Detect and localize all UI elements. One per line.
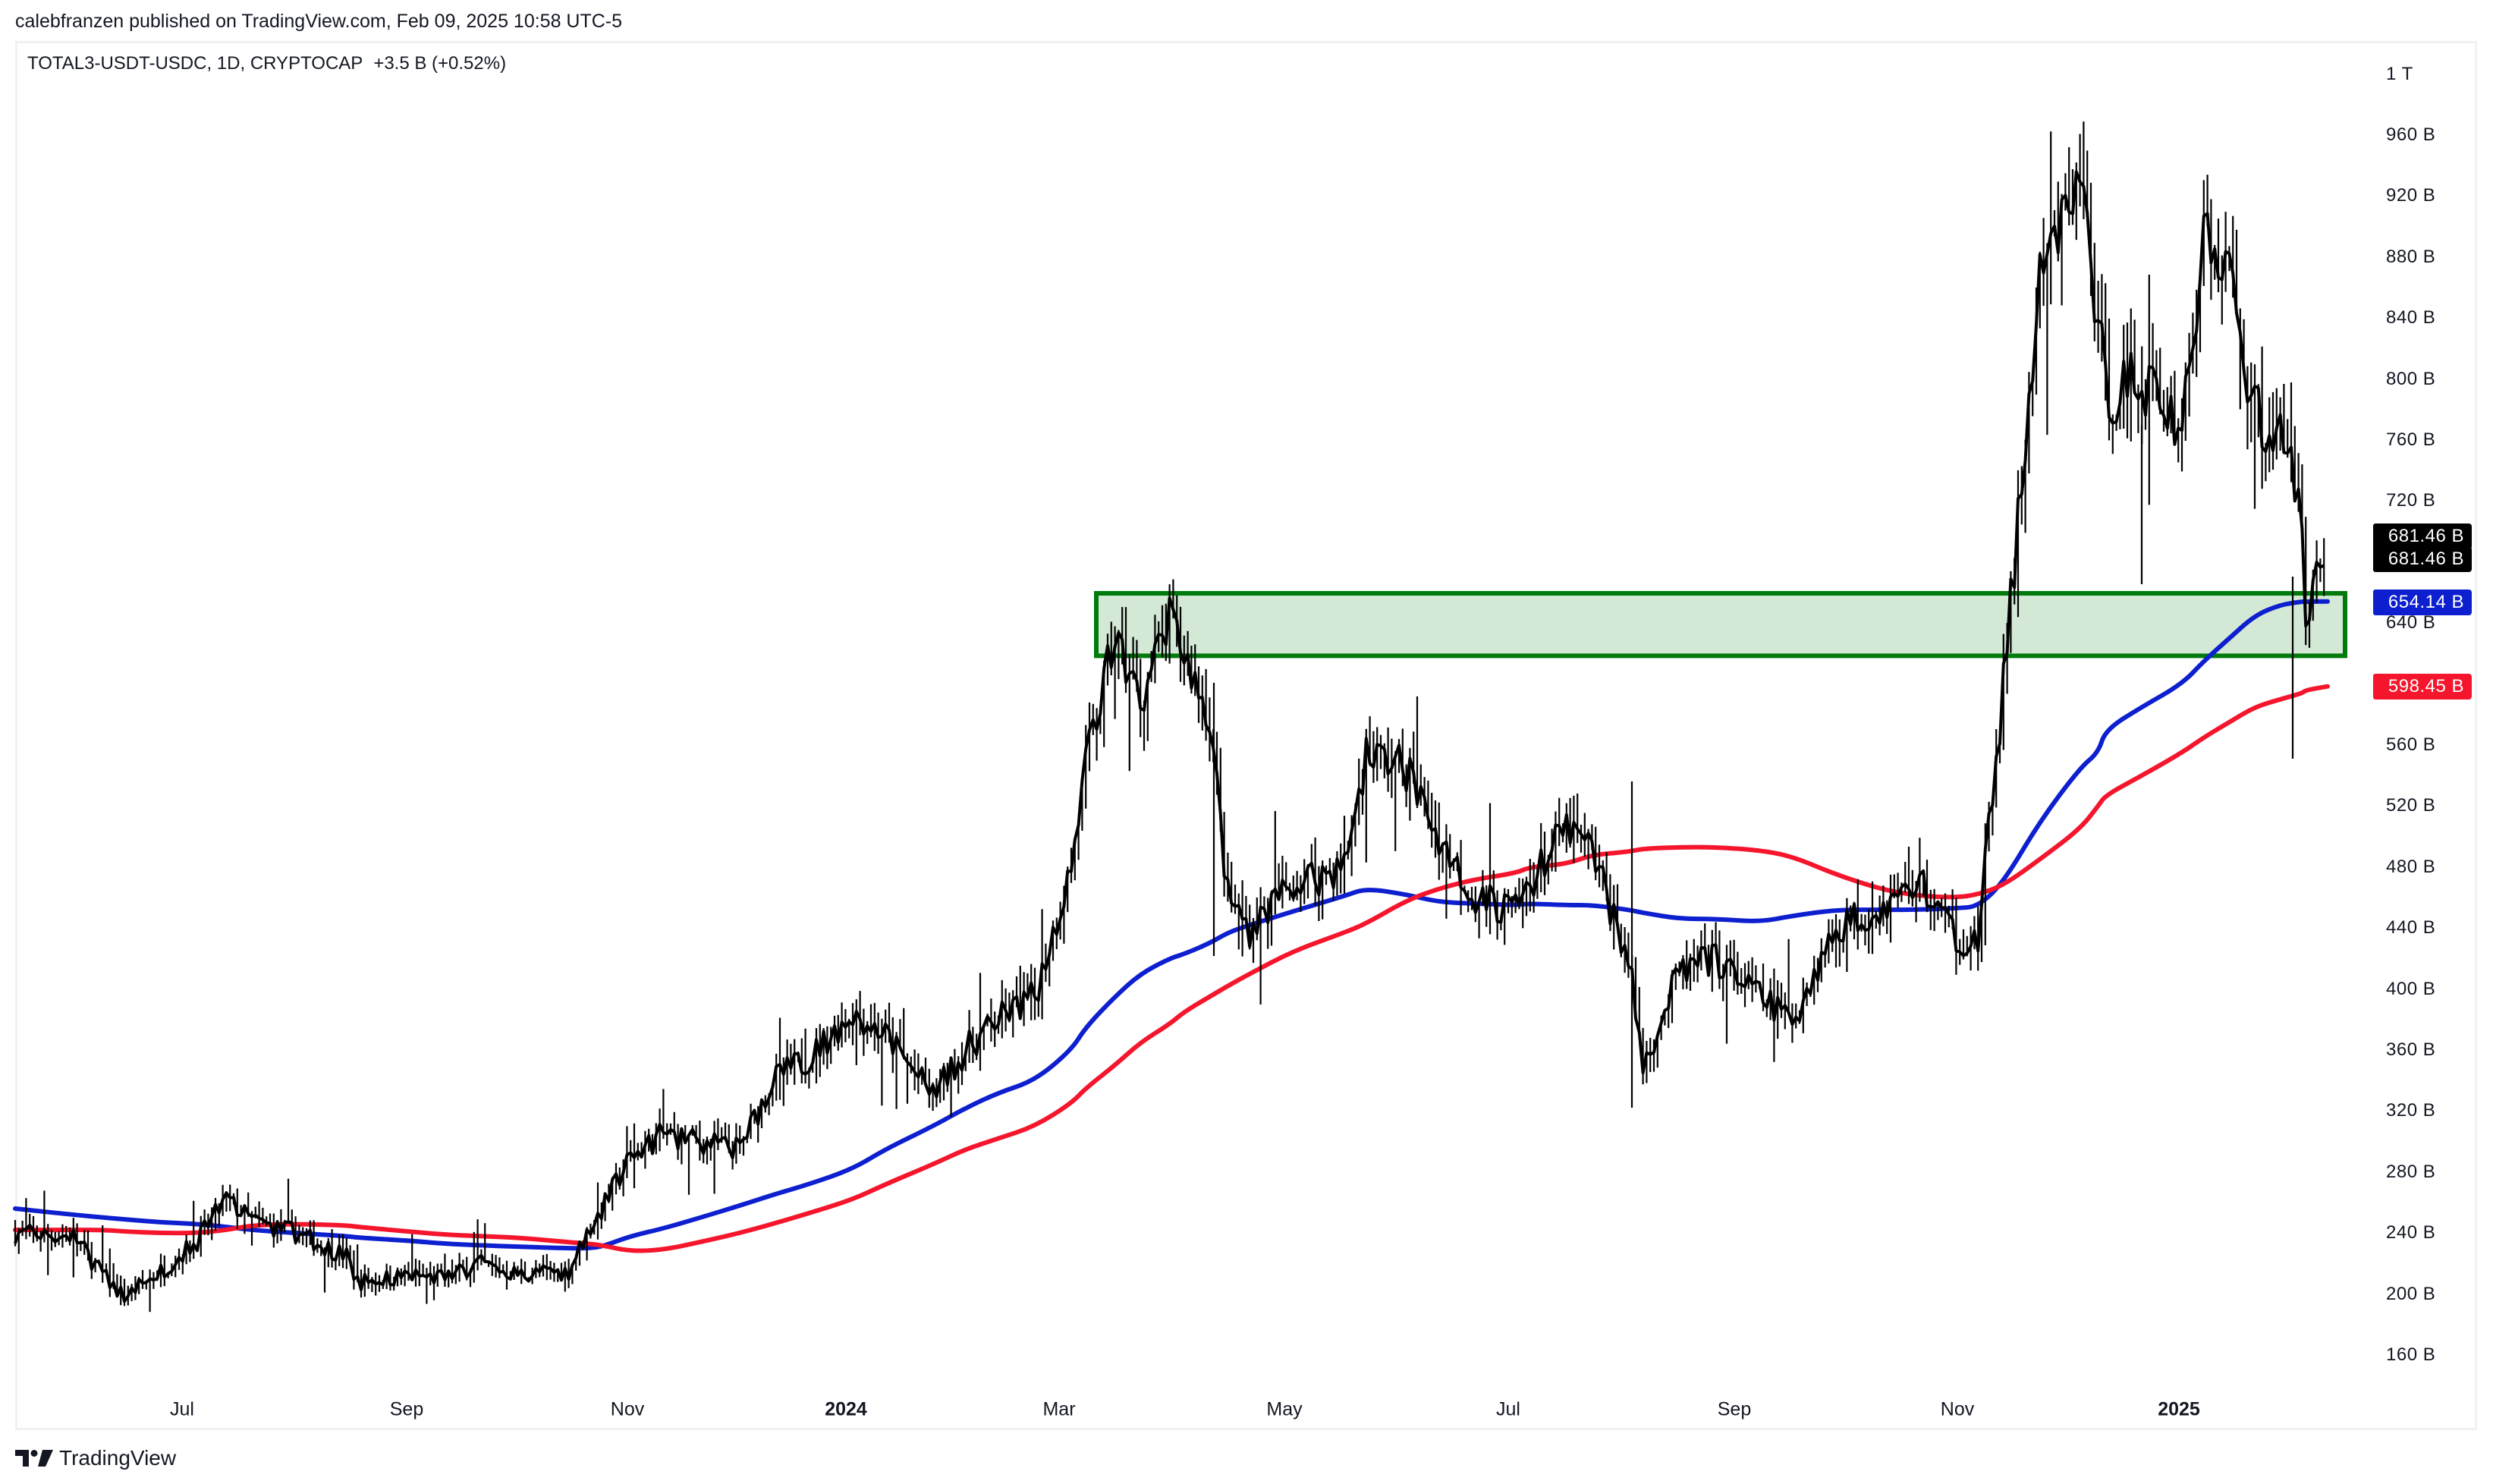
moving-average-blue-line[interactable] <box>13 599 2330 1251</box>
symbol-change: +3.5 B (+0.52%) <box>373 53 507 74</box>
last-high-price-label: 681.46 B <box>2373 523 2472 549</box>
time-axis-label: Mar <box>1042 1398 1076 1420</box>
price-axis-tick: 200 B <box>2386 1283 2436 1304</box>
tradingview-brand: TradingView <box>59 1446 177 1470</box>
tradingview-logo[interactable]: TradingView <box>15 1446 176 1470</box>
price-axis-tick: 920 B <box>2386 185 2436 206</box>
time-axis-label: Nov <box>1940 1398 1975 1420</box>
price-axis-tick: 440 B <box>2386 917 2436 939</box>
ma-blue-price-label: 654.14 B <box>2373 590 2472 615</box>
price-axis-tick: 520 B <box>2386 795 2436 816</box>
symbol-name: TOTAL3-USDT-USDC, 1D, CRYPTOCAP <box>27 53 363 74</box>
price-axis-tick: 800 B <box>2386 368 2436 389</box>
price-axis-tick: 360 B <box>2386 1039 2436 1060</box>
publisher-line: calebfranzen published on TradingView.co… <box>15 11 623 32</box>
price-axis-tick: 160 B <box>2386 1344 2436 1365</box>
price-bars <box>14 121 2325 1313</box>
price-axis-tick: 1 T <box>2386 63 2413 84</box>
last-close-price-label: 681.46 B <box>2373 546 2472 572</box>
price-axis-tick: 760 B <box>2386 429 2436 450</box>
time-axis-label: Sep <box>1717 1398 1752 1420</box>
price-axis-tick: 840 B <box>2386 307 2436 329</box>
time-axis-label: May <box>1266 1398 1303 1420</box>
time-axis-label: Sep <box>389 1398 424 1420</box>
price-axis-tick: 720 B <box>2386 490 2436 511</box>
tradingview-logo-icon <box>15 1450 53 1467</box>
price-axis-tick: 240 B <box>2386 1222 2436 1243</box>
price-axis-tick: 960 B <box>2386 124 2436 145</box>
symbol-legend: TOTAL3-USDT-USDC, 1D, CRYPTOCAP +3.5 B (+… <box>27 53 506 74</box>
time-axis-label: 2025 <box>2158 1398 2200 1420</box>
support-zone-rectangle[interactable] <box>1094 591 2347 659</box>
price-axis-tick: 880 B <box>2386 246 2436 267</box>
chart-panel[interactable] <box>15 41 2477 1430</box>
moving-average-red-line[interactable] <box>13 684 2330 1253</box>
ma-red-price-label: 598.45 B <box>2373 674 2472 700</box>
price-axis-tick: 320 B <box>2386 1100 2436 1121</box>
time-axis-label: Jul <box>170 1398 194 1420</box>
price-axis-tick: 280 B <box>2386 1161 2436 1182</box>
time-axis-label: Jul <box>1496 1398 1520 1420</box>
price-axis-tick: 640 B <box>2386 612 2436 634</box>
price-axis-tick: 560 B <box>2386 734 2436 755</box>
price-axis-tick: 480 B <box>2386 856 2436 877</box>
time-axis-label: Nov <box>610 1398 645 1420</box>
time-axis-label: 2024 <box>825 1398 867 1420</box>
price-axis-tick: 400 B <box>2386 978 2436 999</box>
